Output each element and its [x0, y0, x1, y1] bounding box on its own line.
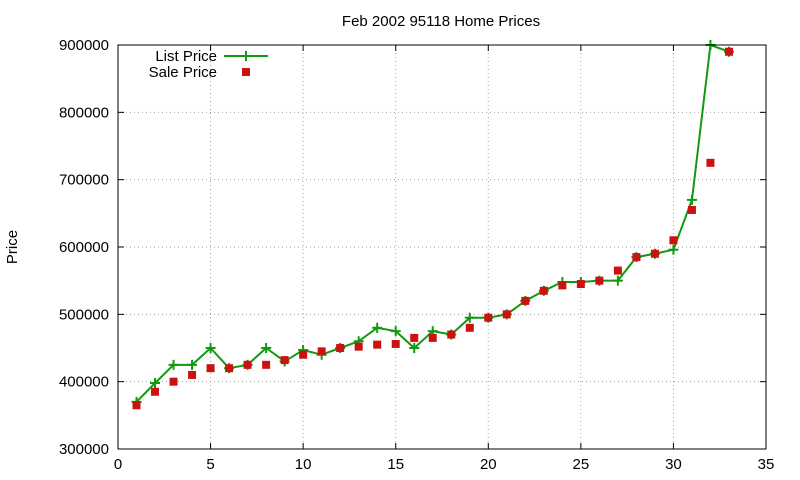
list-price-line: [135, 43, 730, 403]
list-price-point: [168, 359, 179, 370]
legend-plus-swatch: [241, 51, 251, 61]
sale-price-point: [410, 333, 419, 342]
sale-price-point: [188, 370, 197, 379]
sale-price-point: [632, 253, 641, 262]
sale-price-point: [613, 266, 622, 275]
list-price-point: [261, 343, 272, 353]
sale-price-point: [521, 296, 530, 305]
legend-label: List Price: [155, 48, 217, 65]
x-tick-label: 35: [758, 456, 775, 473]
y-tick-label: 300000: [59, 441, 109, 458]
x-tick-label: 30: [665, 456, 682, 473]
sale-price-point: [336, 344, 345, 352]
grid: [118, 45, 766, 449]
plot-frame: [117, 44, 767, 450]
list-price-point: [150, 378, 161, 389]
sale-price-point: [669, 236, 678, 245]
sale-price-point: [354, 342, 363, 351]
list-price-point: [372, 322, 383, 333]
sale-price-point: [484, 313, 493, 322]
y-tick-label: 700000: [59, 172, 109, 189]
sale-price-point: [373, 340, 382, 349]
sale-price-point: [447, 330, 456, 339]
sale-price-point: [576, 280, 585, 289]
x-tick-label: 5: [206, 456, 214, 473]
x-tick-label: 20: [480, 456, 497, 473]
list-price-point: [205, 343, 216, 353]
list-price-point: [187, 359, 198, 370]
sale-price-point: [151, 387, 160, 396]
sale-price-point: [206, 364, 215, 373]
sale-price-point: [687, 205, 696, 214]
sale-price-point: [502, 310, 511, 319]
list-price-point: [409, 343, 420, 353]
sale-price-point: [299, 350, 308, 359]
list-price-point: [686, 194, 697, 205]
sale-price-point: [317, 347, 326, 356]
sale-price-point: [595, 276, 604, 285]
y-tick-label: 400000: [59, 374, 109, 391]
sale-price-point: [428, 333, 437, 342]
y-tick-label: 900000: [59, 37, 109, 54]
sale-price-point: [724, 47, 733, 56]
sale-price-point: [391, 339, 400, 348]
sale-price-point: [262, 360, 271, 369]
sale-price-point: [539, 286, 548, 295]
sale-price-point: [280, 356, 289, 365]
sale-price-point: [706, 158, 715, 167]
sale-price-point: [169, 377, 178, 386]
sale-price-point: [243, 360, 252, 369]
y-tick-label: 600000: [59, 239, 109, 256]
y-tick-label: 800000: [59, 104, 109, 121]
y-tick-label: 500000: [59, 306, 109, 323]
series-layer: [131, 40, 734, 410]
chart-title: Feb 2002 95118 Home Prices: [342, 13, 540, 30]
axis-ticks: 0 5 10 15 20 25 30 35 300000 400000 500000 600000 70…: [59, 37, 774, 473]
legend-square-swatch: [242, 68, 250, 76]
x-tick-label: 15: [387, 456, 404, 473]
sale-price-point: [650, 249, 659, 258]
x-tick-label: 10: [295, 456, 312, 473]
list-price-point: [612, 275, 623, 286]
list-price-point: [668, 244, 679, 255]
list-price-point: [390, 326, 401, 337]
legend-label: Sale Price: [149, 64, 217, 81]
list-price-point: [464, 312, 475, 323]
sale-price-point: [225, 364, 234, 373]
x-tick-label: 25: [573, 456, 590, 473]
sale-price-point: [558, 281, 567, 290]
x-tick-label: 0: [114, 456, 122, 473]
y-axis-label: Price: [4, 230, 21, 264]
sale-price-point: [465, 323, 474, 332]
sale-price-point: [132, 401, 141, 410]
